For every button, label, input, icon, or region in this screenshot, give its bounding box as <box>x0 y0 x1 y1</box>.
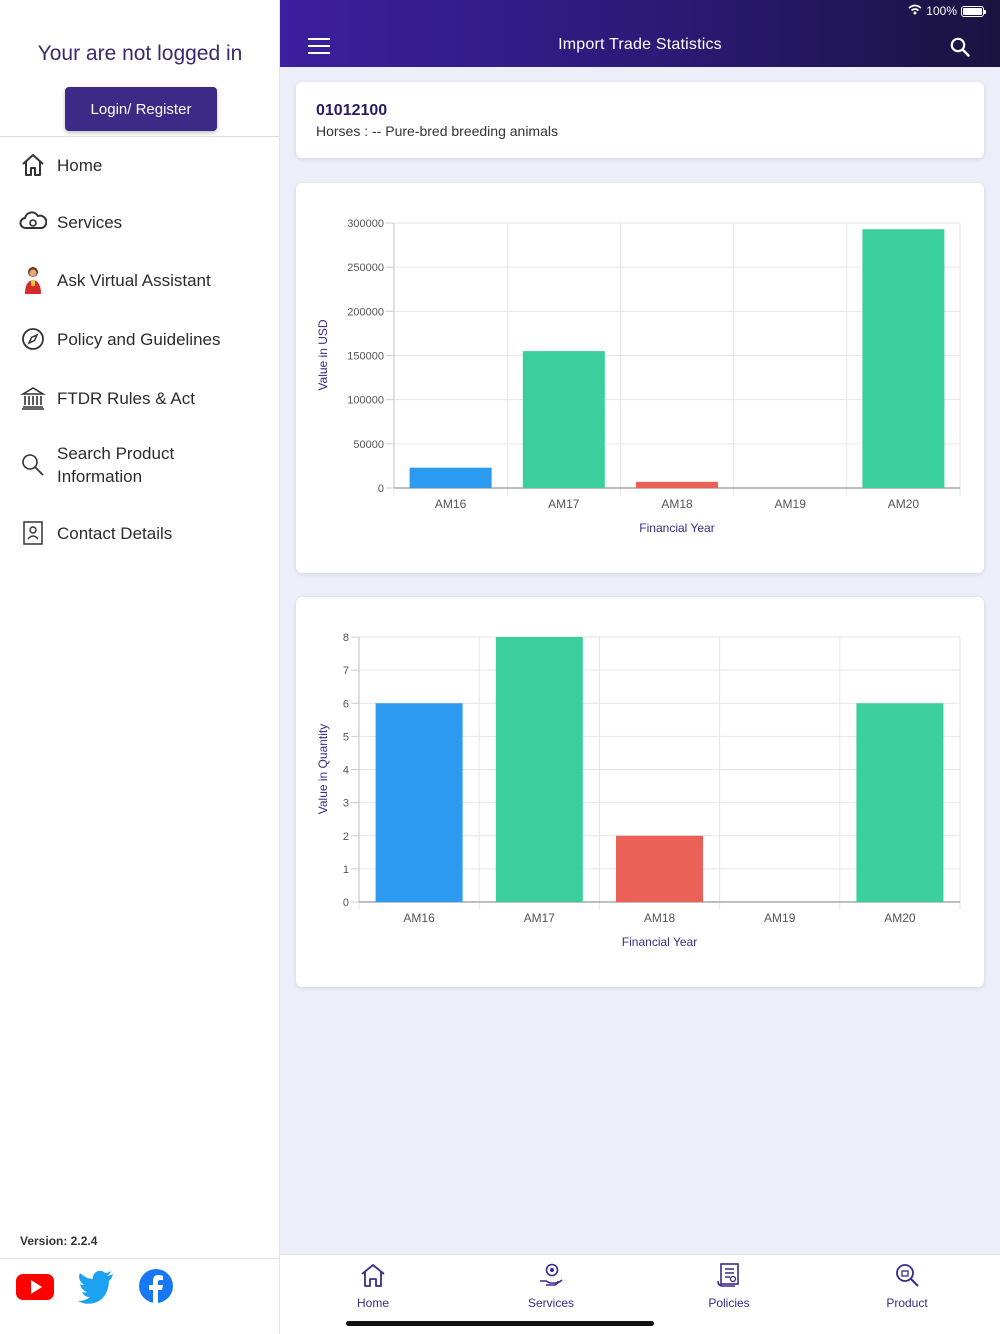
bar-am17[interactable] <box>495 637 583 902</box>
y-tick-label: 0 <box>378 483 384 495</box>
sidebar-item-policy[interactable]: Policy and Guidelines <box>18 324 268 354</box>
home-icon <box>359 1264 387 1293</box>
y-tick-label: 1 <box>343 864 349 876</box>
divider <box>0 136 280 137</box>
tab-home[interactable]: Home <box>313 1261 433 1310</box>
sidebar-item-home[interactable]: Home <box>18 150 268 180</box>
y-tick-label: 7 <box>343 665 349 677</box>
home-indicator <box>346 1321 654 1326</box>
x-tick-label: AM18 <box>644 911 676 925</box>
product-search-icon <box>893 1264 921 1293</box>
x-axis-title: Financial Year <box>622 935 697 949</box>
tab-label: Services <box>527 1296 574 1310</box>
y-tick-label: 4 <box>343 765 349 777</box>
sidebar-item-search-product[interactable]: Search Product Information <box>18 442 218 488</box>
twitter-icon[interactable] <box>77 1268 115 1304</box>
x-tick-label: AM17 <box>548 497 580 511</box>
app-header: 100% Import Trade Statistics <box>280 0 1000 67</box>
y-tick-label: 300000 <box>347 218 384 230</box>
y-tick-label: 6 <box>343 698 349 710</box>
sidebar-item-ftdr[interactable]: FTDR Rules & Act <box>18 383 268 413</box>
tab-services[interactable]: Services <box>491 1261 611 1310</box>
bottom-navigation: Home Services Policies Product <box>280 1254 1000 1334</box>
usd-chart-card: 0 50000 100000 150000 200000 250000 300000 AM16… <box>296 183 984 573</box>
search-icon <box>18 450 48 480</box>
compass-icon <box>18 324 48 354</box>
sidebar-item-services[interactable]: Services <box>18 207 268 237</box>
y-tick-label: 100000 <box>347 395 384 407</box>
x-tick-label: AM17 <box>524 911 556 925</box>
tab-label: Home <box>356 1296 389 1310</box>
sidebar-item-label: Home <box>57 155 103 175</box>
home-icon <box>18 150 48 180</box>
y-tick-label: 0 <box>343 897 349 909</box>
tab-policies[interactable]: Policies <box>669 1261 789 1310</box>
y-tick-label: 2 <box>343 831 349 843</box>
wifi-icon <box>908 4 922 18</box>
bar-am20[interactable] <box>856 703 944 902</box>
hamburger-menu-icon[interactable] <box>308 38 330 54</box>
y-tick-label: 5 <box>343 731 349 743</box>
status-bar: 100% <box>908 4 986 18</box>
x-tick-label: AM20 <box>884 911 916 925</box>
divider <box>0 1258 280 1259</box>
login-register-button[interactable]: Login/ Register <box>65 87 217 131</box>
sidebar-item-label: FTDR Rules & Act <box>57 388 195 408</box>
product-code: 01012100 <box>316 102 388 119</box>
x-tick-label: AM19 <box>764 911 796 925</box>
tab-product[interactable]: Product <box>847 1261 967 1310</box>
y-tick-label: 150000 <box>347 351 384 363</box>
product-info-card: 01012100 Horses : -- Pure-bred breeding … <box>296 82 984 158</box>
sidebar-item-label: Services <box>57 212 123 232</box>
services-hand-icon <box>537 1263 565 1293</box>
y-axis-title: Value in USD <box>316 319 330 390</box>
bar-am18[interactable] <box>636 481 718 488</box>
facebook-icon[interactable] <box>138 1268 174 1304</box>
sidebar-item-contact[interactable]: Contact Details <box>18 518 268 548</box>
y-tick-label: 200000 <box>347 306 384 318</box>
battery-percent: 100% <box>926 4 957 18</box>
x-tick-label: AM16 <box>435 497 467 511</box>
tab-label: Product <box>886 1296 928 1310</box>
x-tick-label: AM20 <box>888 497 920 511</box>
bar-am17[interactable] <box>522 351 605 488</box>
y-axis-title: Value in Quantity <box>316 724 330 815</box>
y-tick-label: 250000 <box>347 262 384 274</box>
side-drawer: Your are not logged in Login/ Register H… <box>0 0 280 1334</box>
bar-am16[interactable] <box>409 467 492 488</box>
sidebar-item-label: Contact Details <box>57 523 173 543</box>
policy-document-icon <box>715 1263 743 1293</box>
login-status-message: Your are not logged in <box>37 42 243 65</box>
bar-am18[interactable] <box>616 835 703 902</box>
bar-am20[interactable] <box>862 229 945 488</box>
contact-card-icon <box>18 518 48 548</box>
usd-value-chart: 0 50000 100000 150000 200000 250000 300000 AM16… <box>316 218 961 535</box>
sidebar-item-label: Policy and Guidelines <box>57 329 221 349</box>
youtube-icon[interactable] <box>15 1268 55 1304</box>
battery-icon <box>961 5 986 17</box>
search-icon[interactable] <box>950 37 970 57</box>
page-title: Import Trade Statistics <box>558 36 722 53</box>
tab-label: Policies <box>708 1296 750 1310</box>
sidebar-item-label: Search Product Information <box>57 444 175 486</box>
y-tick-label: 50000 <box>353 439 384 451</box>
bank-building-icon <box>18 383 48 413</box>
bar-am16[interactable] <box>375 703 463 902</box>
y-tick-label: 8 <box>343 632 349 644</box>
x-tick-label: AM18 <box>661 497 693 511</box>
product-description: Horses : -- Pure-bred breeding animals <box>316 123 558 139</box>
x-tick-label: AM16 <box>403 911 435 925</box>
x-axis-title: Financial Year <box>639 521 714 535</box>
sidebar-item-label: Ask Virtual Assistant <box>57 270 211 290</box>
assistant-avatar-icon <box>18 265 48 295</box>
quantity-chart-card: 0 1 2 3 4 5 6 7 8 AM16 AM17 AM18 AM19 AM20 Financial Y… <box>296 597 984 987</box>
cloud-services-icon <box>18 207 48 237</box>
x-tick-label: AM19 <box>775 497 807 511</box>
app-version: Version: 2.2.4 <box>20 1234 98 1248</box>
quantity-value-chart: 0 1 2 3 4 5 6 7 8 AM16 AM17 AM18 AM19 AM20 Financial Y… <box>316 632 961 949</box>
y-tick-label: 3 <box>343 798 349 810</box>
sidebar-item-virtual-assistant[interactable]: Ask Virtual Assistant <box>18 265 268 295</box>
